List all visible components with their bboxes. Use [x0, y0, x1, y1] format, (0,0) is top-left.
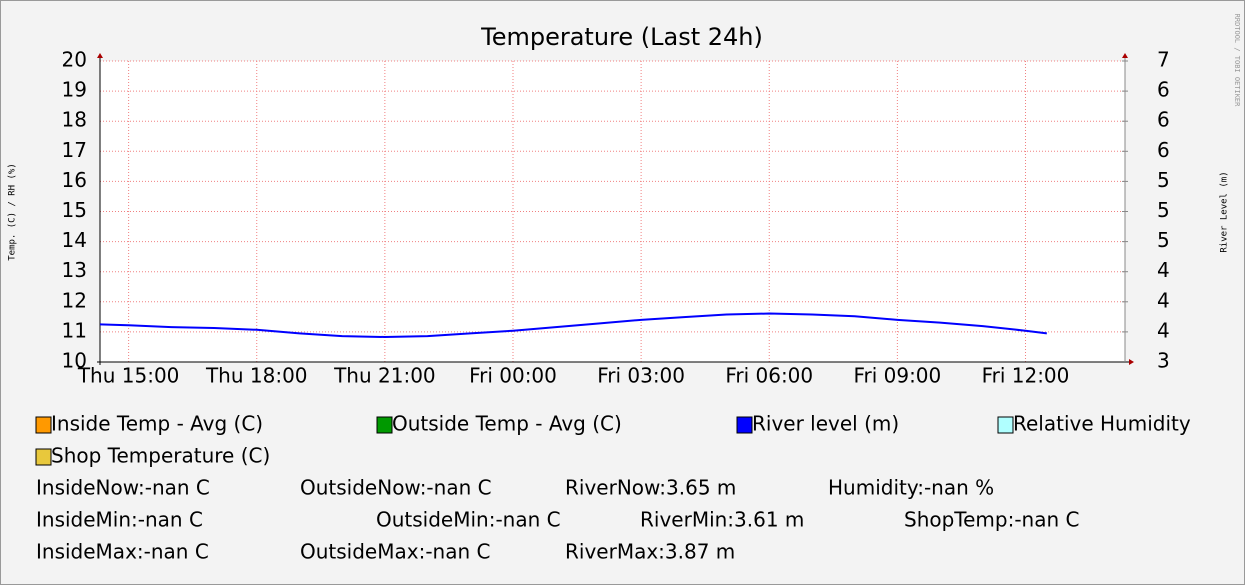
y2-tick-label: 4 — [1157, 288, 1170, 312]
y2-tick-label: 6 — [1157, 78, 1170, 102]
y2-tick-label: 6 — [1157, 138, 1170, 162]
x-tick-label: Fri 09:00 — [853, 364, 941, 388]
y-tick-label: 18 — [62, 108, 87, 132]
stat-text: RiverNow:3.65 m — [565, 476, 736, 500]
legend-swatch — [736, 416, 753, 434]
legend-swatch — [376, 416, 393, 434]
chart-title: Temperature (Last 24h) — [480, 23, 763, 51]
legend-label: Inside Temp - Avg (C) — [51, 412, 263, 436]
y2-tick-label: 4 — [1157, 258, 1170, 282]
stat-text: OutsideNow:-nan C — [300, 476, 492, 500]
y-tick-label: 13 — [62, 258, 87, 282]
line-series — [99, 312, 1047, 339]
y-tick-label: 17 — [62, 138, 87, 162]
y-axis-arrow — [97, 53, 103, 58]
y-tick-label: 15 — [62, 198, 87, 222]
y2-tick-label: 5 — [1157, 228, 1170, 252]
stat-text: RiverMin:3.61 m — [640, 508, 804, 532]
x-tick-label: Thu 18:00 — [205, 364, 308, 388]
x-tick-label: Thu 15:00 — [77, 364, 180, 388]
stat-text: Humidity:-nan % — [828, 476, 994, 500]
x-tick-label: Fri 03:00 — [597, 364, 685, 388]
y-axis-label: Temp. (C) / RH (%) — [8, 163, 18, 261]
y-tick-label: 14 — [62, 228, 87, 252]
legend-swatch — [35, 448, 52, 466]
x-tick-label: Fri 00:00 — [469, 364, 557, 388]
stat-text: OutsideMin:-nan C — [376, 508, 561, 532]
y2-axis-label: River Level (m) — [1220, 171, 1230, 252]
y-tick-label: 20 — [62, 48, 87, 72]
stat-text: RiverMax:3.87 m — [565, 540, 735, 564]
plot-area — [100, 61, 1125, 362]
y2-tick-label: 5 — [1157, 168, 1170, 192]
y-tick-label: 11 — [62, 318, 87, 342]
y-tick-label: 12 — [62, 288, 87, 312]
legend-label: River level (m) — [752, 412, 899, 436]
watermark: RRDTOOL / TOBI OETIKER — [1233, 14, 1241, 108]
y2-tick-label: 4 — [1157, 318, 1170, 342]
y2-axis-arrow — [1122, 53, 1128, 58]
y2-tick-label: 3 — [1157, 349, 1170, 373]
stat-text: OutsideMax:-nan C — [300, 540, 490, 564]
legend-swatch — [35, 416, 52, 434]
x-tick-label: Fri 06:00 — [725, 364, 813, 388]
y2-tick-label: 7 — [1157, 48, 1170, 72]
y2-tick-label: 5 — [1157, 198, 1170, 222]
stat-text: InsideMax:-nan C — [36, 540, 209, 564]
y-tick-label: 16 — [62, 168, 87, 192]
y-tick-label: 19 — [62, 78, 87, 102]
stat-text: InsideNow:-nan C — [36, 476, 210, 500]
x-tick-label: Fri 12:00 — [982, 364, 1070, 388]
y2-tick-label: 6 — [1157, 108, 1170, 132]
x-tick-label: Thu 21:00 — [333, 364, 436, 388]
legend-swatch — [997, 416, 1014, 434]
stat-text: InsideMin:-nan C — [36, 508, 203, 532]
x-axis-arrow — [1129, 359, 1134, 365]
y-tick-label: 10 — [62, 349, 87, 373]
legend-label: Shop Temperature (C) — [51, 444, 270, 468]
legend-label: Relative Humidity — [1013, 412, 1191, 436]
stat-text: ShopTemp:-nan C — [904, 508, 1080, 532]
legend-label: Outside Temp - Avg (C) — [392, 412, 622, 436]
